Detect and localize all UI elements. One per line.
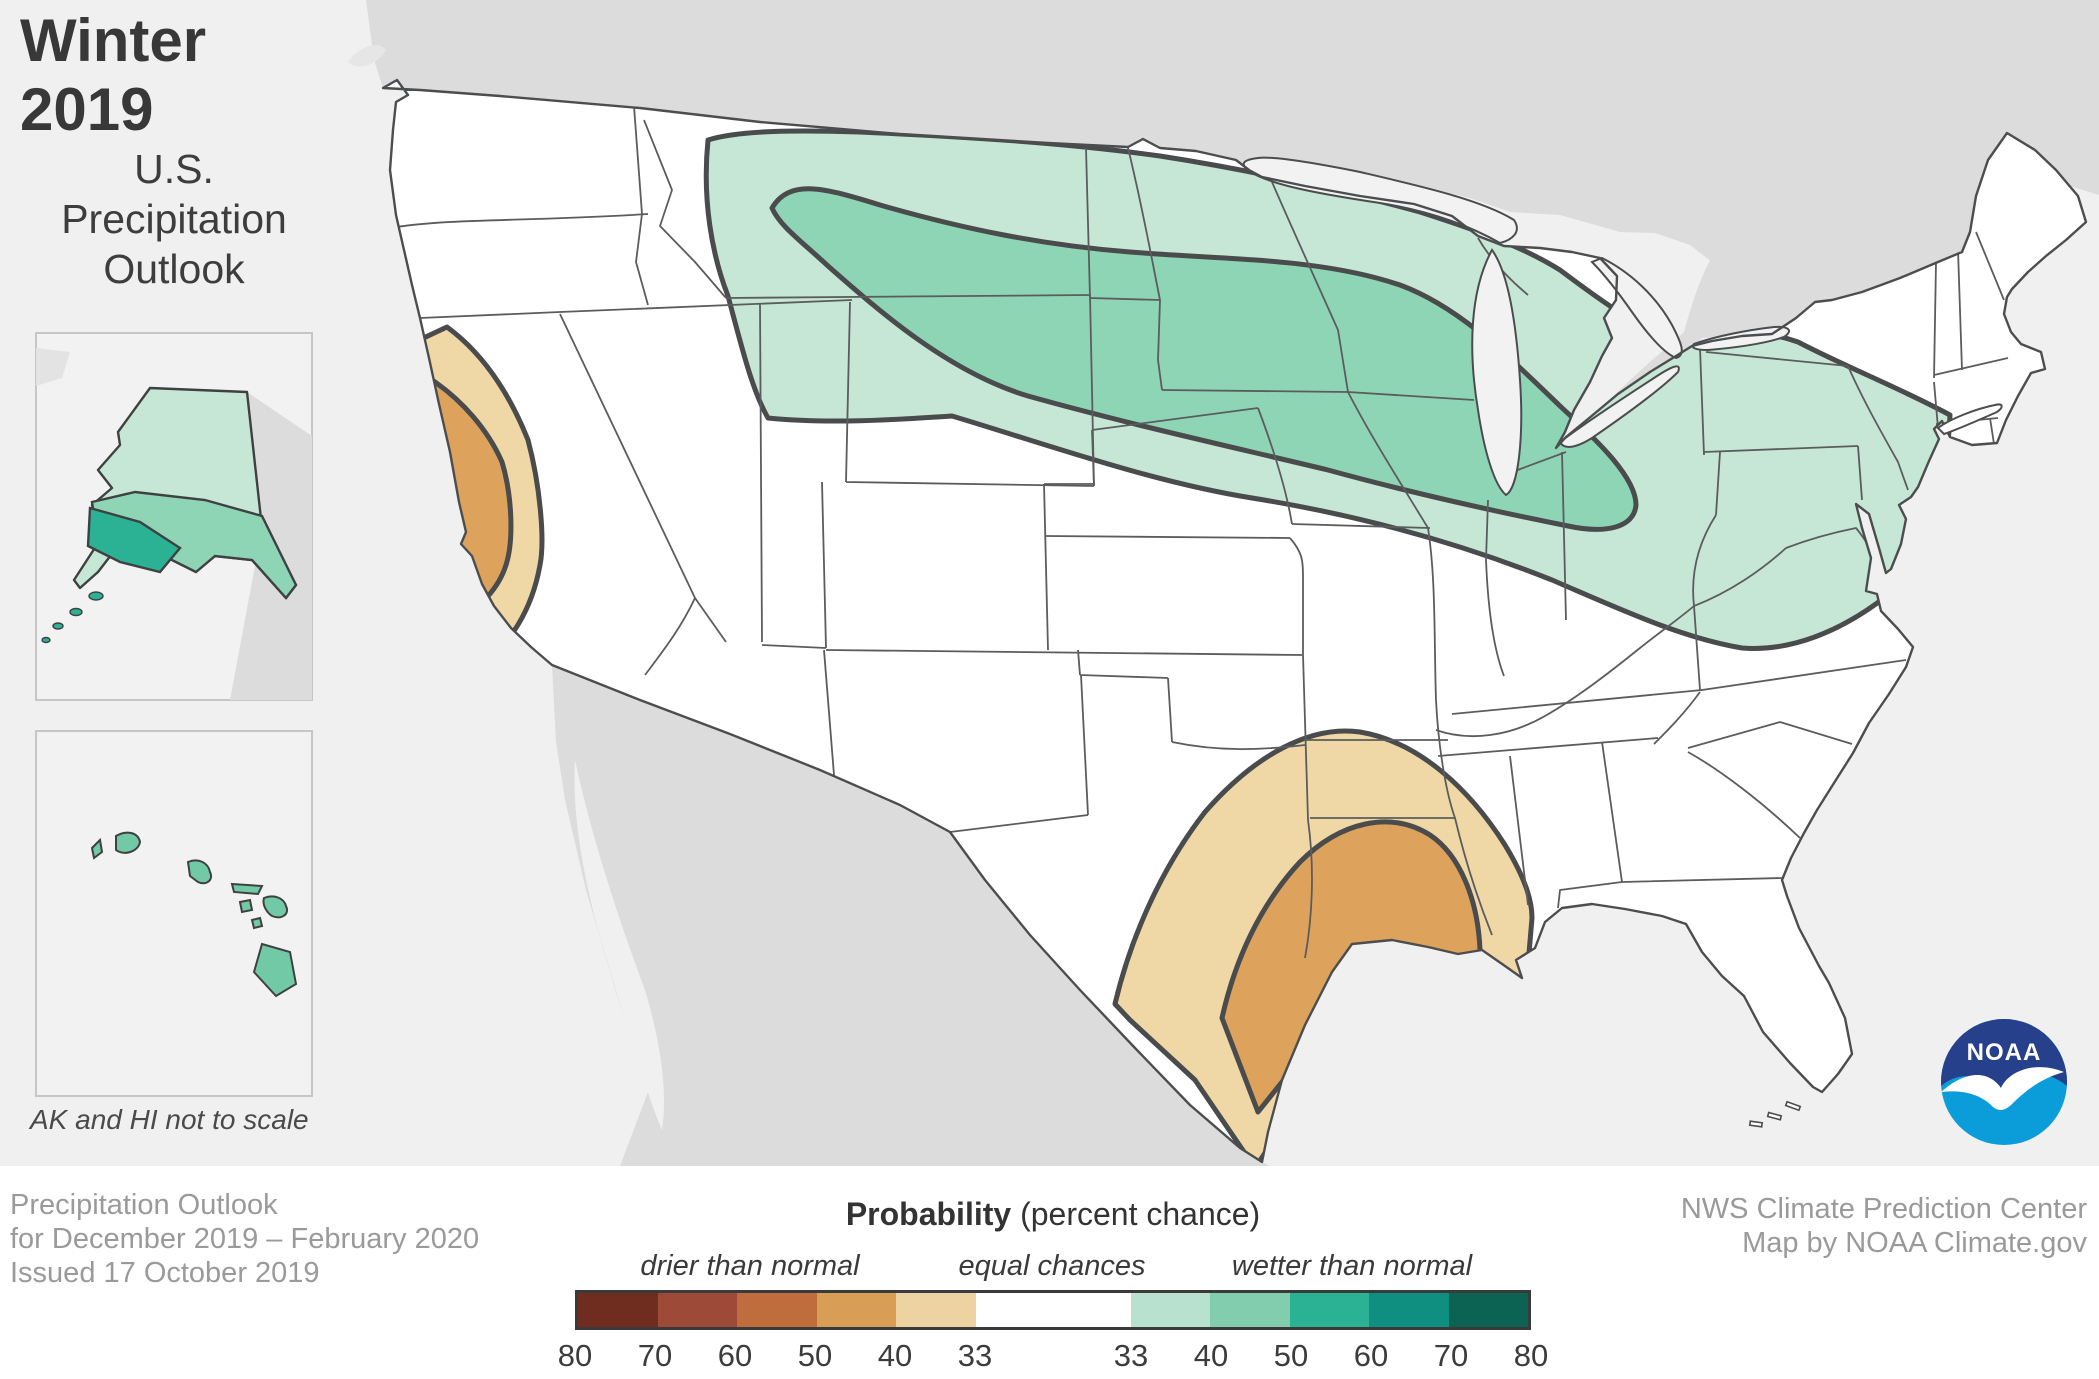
caption-line: Map by NOAA Climate.gov (1742, 1227, 2087, 1259)
gulf-of-california (574, 760, 665, 1130)
legend-title: Probability (percent chance) (575, 1196, 1531, 1233)
legend-tick-wetter-3: 60 (1353, 1338, 1389, 1373)
legend-segment-50-60-wetter (1289, 1293, 1370, 1327)
legend-segment-40-33-drier (896, 1293, 976, 1327)
caption-line: Precipitation Outlook (10, 1189, 278, 1221)
legend-tick-drier-2: 60 (717, 1338, 753, 1373)
lake-michigan (1471, 248, 1523, 497)
island-molokai (230, 882, 264, 896)
legend-tick-wetter-0: 33 (1113, 1338, 1149, 1373)
legend-title-rest: (percent chance) (1011, 1196, 1261, 1232)
subtitle-line-2: Precipitation (61, 196, 287, 242)
alaska-inset (35, 332, 313, 701)
title-block: Winter 2019 U.S. Precipitation Outlook (14, 6, 334, 294)
attribution-caption: NWS Climate Prediction Center Map by NOA… (1681, 1192, 2087, 1260)
legend-tick-drier-0: 80 (557, 1338, 593, 1373)
legend-tick-wetter-2: 50 (1273, 1338, 1309, 1373)
legend-title-bold: Probability (845, 1196, 1012, 1232)
legend-segment-40-50-wetter (1210, 1293, 1290, 1327)
us-precipitation-outlook-map: NOAA (0, 0, 2099, 1166)
great-lakes (1242, 156, 1791, 497)
lake-superior (1242, 156, 1518, 245)
legend-segment-70-80-wetter (1448, 1293, 1529, 1327)
legend-color-bar (575, 1290, 1531, 1330)
island-kauai (115, 831, 142, 854)
russia-hint (36, 348, 70, 386)
page-title: Winter 2019 (20, 7, 207, 143)
caption-line: Issued 17 October 2019 (10, 1257, 320, 1289)
legend-tick-drier-4: 40 (877, 1338, 913, 1373)
island-lanai (238, 898, 254, 914)
legend-segment-60-50-drier (737, 1293, 817, 1327)
legend-segment-equal-chances (975, 1293, 1131, 1327)
subtitle-line-3: Outlook (103, 246, 245, 292)
lake-ontario (1691, 325, 1791, 352)
island-hawaii (252, 942, 298, 998)
island-kahoolawe (250, 916, 264, 930)
inset-scale-note: AK and HI not to scale (30, 1104, 309, 1135)
legend-category-2: wetter than normal (1231, 1250, 1473, 1282)
island-niihau (90, 837, 104, 860)
long-island (1936, 403, 2003, 436)
conus-outline (381, 78, 2088, 1164)
legend-segment-60-70-wetter (1369, 1293, 1449, 1327)
canada-landmass (330, 0, 2099, 338)
legend-tick-drier-3: 50 (797, 1338, 833, 1373)
region-wetter-inner-40-50 (769, 186, 1639, 532)
legend-category-1: equal chances (958, 1250, 1146, 1282)
legend-segment-70-60-drier (657, 1293, 737, 1327)
legend-segment-50-40-drier (816, 1293, 896, 1327)
probability-legend: Probability (percent chance) drier than … (0, 1166, 2099, 1379)
legend-tick-wetter-4: 70 (1433, 1338, 1469, 1373)
hawaii-islands (90, 831, 298, 998)
lake-erie (1558, 365, 1680, 448)
legend-tick-wetter-5: 80 (1513, 1338, 1549, 1373)
noaa-logo-fan (1941, 1019, 2067, 1100)
noaa-logo-seagull (1941, 1067, 2064, 1110)
florida-keys (1748, 1100, 1802, 1128)
state-borders (389, 105, 2009, 959)
island-maui (262, 895, 288, 919)
island-oahu (186, 859, 212, 885)
caption-line: NWS Climate Prediction Center (1680, 1193, 2087, 1225)
legend-segment-80-70-drier (578, 1293, 658, 1327)
vancouver-island (348, 45, 386, 67)
caption-line: for December 2019 – February 2020 (10, 1223, 480, 1255)
alaska-wetter-core (86, 506, 182, 574)
aleutian-islands (41, 591, 104, 644)
legend-tick-wetter-1: 40 (1193, 1338, 1229, 1373)
legend-tick-drier-1: 70 (637, 1338, 673, 1373)
legend-tick-drier-5: 33 (957, 1338, 993, 1373)
mexico-landmass (552, 665, 1270, 1166)
noaa-logo-text: NOAA (1967, 1039, 2042, 1066)
subtitle-line-1: U.S. (134, 146, 214, 192)
legend-segment-33-40-wetter (1130, 1293, 1211, 1327)
outlook-period-caption: Precipitation Outlook for December 2019 … (10, 1188, 479, 1290)
noaa-logo: NOAA (1941, 1019, 2067, 1145)
legend-category-0: drier than normal (640, 1250, 860, 1282)
hawaii-inset (35, 730, 313, 1097)
